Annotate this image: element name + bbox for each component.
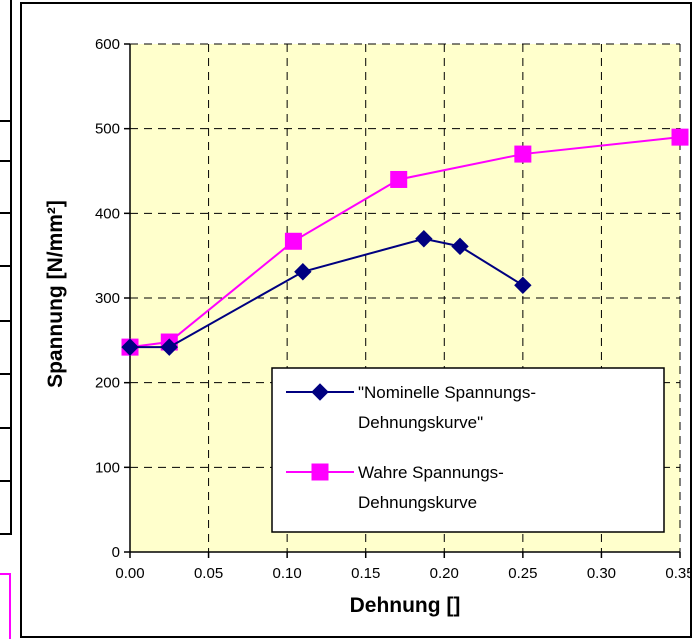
table-row-line [0, 427, 10, 429]
data-point-0 [160, 338, 178, 356]
table-row-line [0, 480, 10, 482]
x-tick-label: 0.20 [430, 565, 459, 582]
y-tick-label: 400 [95, 205, 120, 222]
grid-lines [130, 43, 681, 552]
series-layer [121, 128, 689, 356]
table-row-line [0, 373, 10, 375]
data-point-1 [514, 145, 532, 163]
x-axis-title: Dehnung [] [350, 594, 461, 617]
x-tick-label: 0.35 [665, 565, 690, 582]
y-tick-label: 0 [112, 544, 120, 561]
data-point-0 [514, 276, 532, 295]
y-tick-label: 100 [95, 459, 120, 476]
data-point-0 [415, 230, 433, 248]
table-row-line [0, 120, 10, 122]
y-tick-label: 600 [95, 36, 120, 53]
table-row-line [0, 212, 10, 214]
y-tick-label: 500 [95, 121, 120, 138]
table-row-line [0, 160, 10, 162]
table-row-line [0, 320, 10, 322]
data-point-0 [294, 263, 312, 281]
data-point-0 [451, 237, 469, 256]
data-point-1 [390, 170, 408, 188]
legend-label-0: "Nominelle Spannungs- [358, 383, 536, 402]
legend: "Nominelle Spannungs- Dehnungskurve" Wahre… [271, 367, 665, 533]
legend-label-0: Dehnungskurve" [358, 413, 483, 432]
data-point-1 [284, 232, 302, 250]
data-point-0 [121, 338, 139, 356]
x-tick-label: 0.25 [508, 565, 537, 582]
x-tick-label: 0.30 [587, 565, 616, 582]
stress-strain-chart: 0.00 0.05 0.10 0.15 0.20 0.25 0.30 0.35 0 100 200 3… [44, 36, 690, 617]
legend-box [271, 367, 665, 533]
legend-label-1: Dehnungskurve [358, 493, 477, 512]
data-point-1 [671, 128, 689, 146]
chart-frame: 0.00 0.05 0.10 0.15 0.20 0.25 0.30 0.35 0 100 200 3… [20, 2, 692, 638]
x-tick-label: 0.10 [273, 565, 302, 582]
y-tick-label: 200 [95, 375, 120, 392]
x-tick-label: 0.15 [351, 565, 380, 582]
table-row-line [0, 265, 10, 267]
x-tick-label: 0.05 [194, 565, 223, 582]
tick-labels: 0.00 0.05 0.10 0.15 0.20 0.25 0.30 0.35 0 100 200 3… [95, 36, 690, 582]
y-axis-title: Spannung [N/mm²] [44, 200, 67, 388]
left-pink-box [0, 573, 11, 639]
legend-marker-1 [311, 463, 329, 481]
legend-label-1: Wahre Spannungs- [358, 463, 504, 482]
x-tick-label: 0.00 [115, 565, 144, 582]
left-table-border [0, 0, 12, 535]
legend-marker-0 [311, 383, 329, 401]
y-tick-label: 300 [95, 290, 120, 307]
